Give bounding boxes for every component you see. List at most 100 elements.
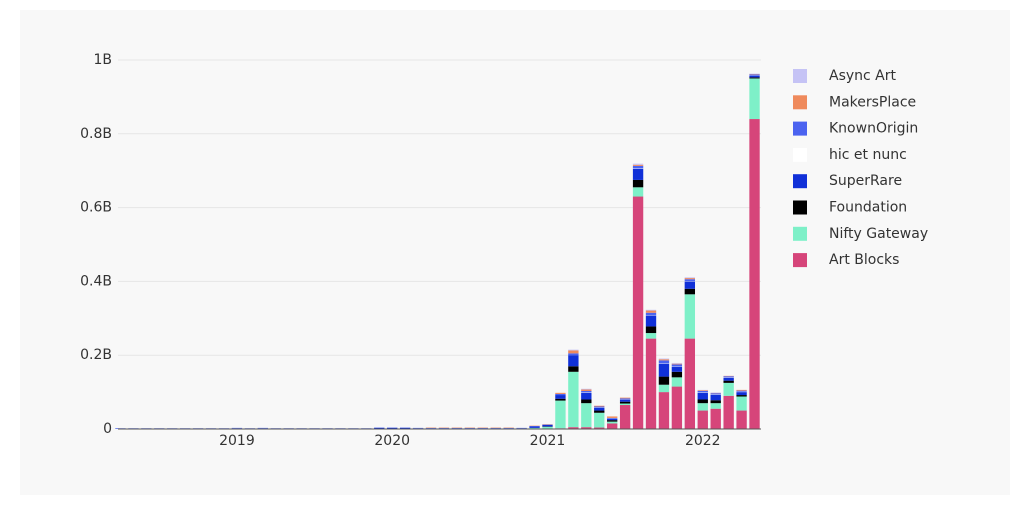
bar-segment: [594, 406, 604, 407]
bar-segment: [529, 426, 539, 427]
bar-segment: [749, 78, 759, 119]
bar-segment: [568, 353, 578, 355]
bar-segment: [723, 378, 733, 381]
legend-label: SuperRare: [829, 173, 902, 189]
bar-segment: [736, 392, 746, 395]
x-tick-label: 2021: [530, 433, 566, 449]
bar-segment: [723, 383, 733, 396]
bar-segment: [620, 398, 630, 399]
bar-segment: [685, 281, 695, 288]
bar-segment: [581, 391, 591, 392]
bar-segment: [568, 350, 578, 353]
bar-segment: [620, 399, 630, 401]
y-tick-label: 0.4B: [80, 273, 112, 289]
bar-segment: [646, 310, 656, 311]
legend-label: hic et nunc: [829, 147, 907, 163]
bar-segment: [568, 366, 578, 372]
bar-segment: [594, 411, 604, 413]
bar-segment: [672, 363, 682, 364]
bar-segment: [672, 367, 682, 372]
bar-segment: [568, 355, 578, 366]
bar-segment: [646, 315, 656, 326]
bar-segment: [633, 169, 643, 180]
bar-segment: [698, 399, 708, 403]
bar-segment: [736, 411, 746, 429]
bar-segment: [749, 74, 759, 75]
bar-segment: [633, 165, 643, 166]
legend-label: Nifty Gateway: [829, 226, 928, 242]
legend-swatch: [793, 174, 807, 188]
bar-segment: [723, 396, 733, 429]
bar-segment: [568, 350, 578, 351]
bar-segment: [581, 393, 591, 400]
bar-segment: [711, 409, 721, 429]
bar-segment: [542, 427, 552, 429]
bar-segment: [542, 425, 552, 426]
y-tick-label: 1B: [93, 52, 112, 68]
legend-swatch: [793, 227, 807, 241]
bar-segment: [646, 339, 656, 429]
bar-segment: [659, 359, 669, 360]
bar-segment: [685, 339, 695, 429]
legend-swatch: [793, 95, 807, 109]
x-tick-label: 2019: [219, 433, 255, 449]
legend-swatch: [793, 148, 807, 162]
bar-segment: [711, 393, 721, 394]
bar-segment: [633, 197, 643, 429]
bar-segment: [659, 364, 669, 377]
bar-segment: [723, 376, 733, 377]
bar-segment: [698, 411, 708, 429]
bar-segment: [672, 377, 682, 386]
bar-segment: [685, 294, 695, 338]
bar-segment: [555, 399, 565, 401]
legend-swatch: [793, 69, 807, 83]
bar-segment: [620, 405, 630, 429]
x-tick-label: 2022: [685, 433, 721, 449]
bar-segment: [749, 119, 759, 429]
bar-segment: [555, 401, 565, 429]
bar-segment: [633, 164, 643, 165]
legend-label: MakersPlace: [829, 94, 916, 110]
legend-swatch: [793, 253, 807, 267]
y-tick-label: 0.6B: [80, 200, 112, 216]
bar-segment: [581, 399, 591, 403]
bar-segment: [698, 391, 708, 392]
bar-segment: [672, 364, 682, 365]
bar-segment: [594, 408, 604, 411]
bar-segment: [749, 77, 759, 78]
bar-segment: [620, 398, 630, 399]
bar-segment: [646, 326, 656, 333]
bar-segment: [698, 390, 708, 391]
bar-segment: [555, 395, 565, 399]
bar-segment: [685, 279, 695, 281]
bar-segment: [607, 422, 617, 424]
x-tick-label: 2020: [374, 433, 410, 449]
bar-segment: [698, 403, 708, 410]
bar-segment: [633, 187, 643, 196]
bar-segment: [659, 385, 669, 392]
bar-segment: [736, 395, 746, 396]
bar-segment: [620, 402, 630, 404]
bar-segment: [736, 391, 746, 392]
bar-segment: [607, 420, 617, 421]
bar-segment: [581, 403, 591, 427]
bar-segment: [672, 372, 682, 378]
bar-segment: [594, 413, 604, 428]
bar-segment: [568, 372, 578, 427]
bar-segment: [723, 381, 733, 383]
bar-segment: [685, 289, 695, 295]
bar-segment: [594, 406, 604, 407]
y-tick-label: 0: [103, 421, 112, 437]
bar-segment: [633, 166, 643, 169]
y-tick-label: 0.8B: [80, 126, 112, 142]
legend-swatch: [793, 201, 807, 215]
bar-segment: [711, 400, 721, 403]
bar-segment: [581, 390, 591, 391]
legend-label: Async Art: [829, 68, 897, 84]
bar-segment: [659, 360, 669, 363]
bar-segment: [607, 423, 617, 429]
bar-segment: [659, 377, 669, 385]
legend-label: KnownOrigin: [829, 121, 918, 137]
bar-segment: [736, 397, 746, 411]
